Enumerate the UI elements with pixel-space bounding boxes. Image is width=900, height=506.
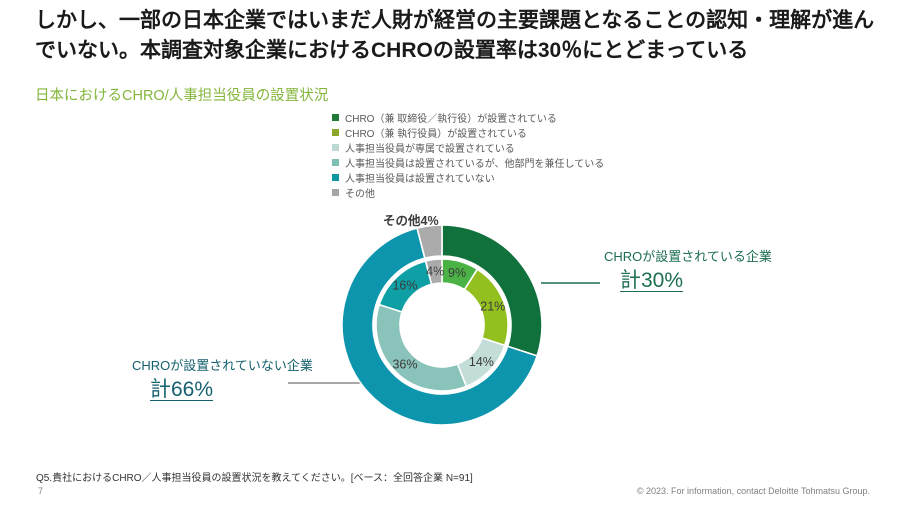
legend-swatch-0 xyxy=(332,114,339,121)
inner-segment-label-4: 16% xyxy=(392,279,417,293)
legend-swatch-5 xyxy=(332,189,339,196)
footer-question: Q5.貴社におけるCHRO／人事担当役員の設置状況を教えてください。[ベース：全… xyxy=(36,473,473,484)
callout-right-value: 計30% xyxy=(620,269,684,292)
legend-swatch-1 xyxy=(332,129,339,136)
legend-label-5: その他 xyxy=(345,189,375,200)
legend-item-3: 人事担当役員は設置されているが、他部門を兼任している xyxy=(332,157,605,170)
legend-label-1: CHRO（兼 執行役員）が設置されている xyxy=(345,129,527,140)
page-number: 7 xyxy=(38,486,44,496)
inner-segment-label-3: 36% xyxy=(392,357,417,371)
legend-item-1: CHRO（兼 執行役員）が設置されている xyxy=(332,127,604,140)
legend: CHRO（兼 取締役／執行役）が設置されている CHRO（兼 執行役員）が設置され… xyxy=(332,112,605,200)
inner-segment-label-1: 21% xyxy=(480,300,505,314)
legend-label-2: 人事担当役員が専属で設置されている xyxy=(345,144,515,155)
legend-item-2: 人事担当役員が専属で設置されている xyxy=(332,142,604,155)
legend-item-0: CHRO（兼 取締役／執行役）が設置されている xyxy=(332,112,604,125)
legend-item-4: 人事担当役員は設置されていない xyxy=(332,172,604,185)
inner-segment-3 xyxy=(375,303,468,392)
legend-swatch-2 xyxy=(332,144,339,151)
outer-segment-0 xyxy=(441,224,543,357)
inner-segment-0 xyxy=(441,258,479,291)
inner-segment-4 xyxy=(378,260,433,313)
legend-label-4: 人事担当役員は設置されていない xyxy=(345,174,495,185)
inner-segment-label-5: 4% xyxy=(426,264,444,278)
inner-segment-label-2: 14% xyxy=(469,355,494,369)
copyright-notice: © 2023. For information, contact Deloitt… xyxy=(636,486,870,496)
inner-segment-5 xyxy=(424,258,443,286)
legend-label-0: CHRO（兼 取締役／執行役）が設置されている xyxy=(345,114,557,125)
inner-segment-2 xyxy=(456,337,506,388)
callout-right-label: CHROが設置されている企業 xyxy=(604,249,772,264)
callout-left-value: 計66% xyxy=(150,378,214,401)
legend-swatch-3 xyxy=(332,159,339,166)
legend-item-5: その他 xyxy=(332,187,604,200)
slide-title: しかし、一部の日本企業ではいまだ人財が経営の主要課題となることの認知・理解が進ん… xyxy=(35,9,875,63)
outer-segment-2 xyxy=(416,224,443,259)
inner-segment-label-0: 9% xyxy=(448,266,466,280)
section-heading: 日本におけるCHRO/人事担当役員の設置状況 xyxy=(35,88,329,104)
callout-left-label: CHROが設置されていない企業 xyxy=(132,358,313,373)
other-segment-callout: その他4% xyxy=(383,214,439,228)
legend-swatch-4 xyxy=(332,174,339,181)
inner-segment-1 xyxy=(463,268,509,347)
legend-label-3: 人事担当役員は設置されているが、他部門を兼任している xyxy=(345,159,605,170)
outer-segment-1 xyxy=(341,227,538,426)
